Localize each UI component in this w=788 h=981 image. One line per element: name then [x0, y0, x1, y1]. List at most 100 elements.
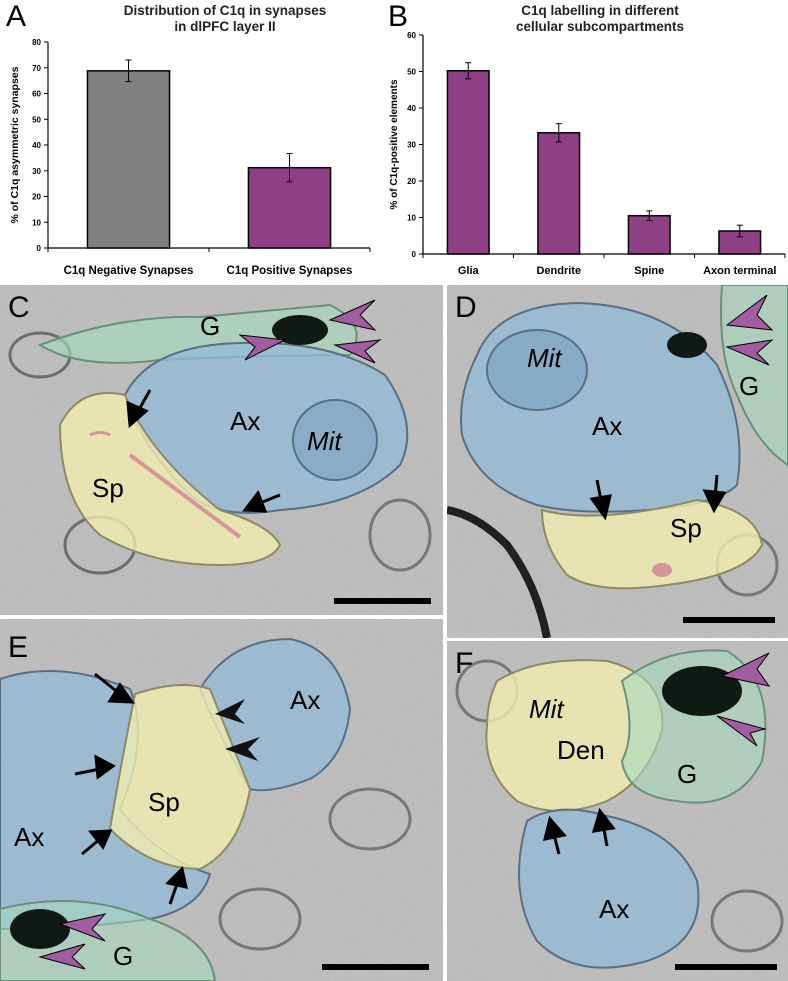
- x-category-label: Glia: [458, 265, 480, 277]
- label-axon-left: Ax: [14, 822, 45, 852]
- y-tick-label: 50: [407, 68, 416, 77]
- arrow-3: [81, 829, 113, 856]
- bar: [86, 70, 171, 249]
- panel-b-letter: B: [388, 0, 409, 33]
- label-glia: G: [113, 941, 134, 971]
- chart-a-title-line-2: in dlPFC layer II: [174, 19, 276, 34]
- label-mitochondrion: Mit: [307, 426, 342, 456]
- bar: [537, 132, 581, 255]
- y-tick-label: 70: [32, 64, 41, 73]
- panel-e-letter: E: [8, 631, 29, 664]
- chart-b-title: C1q labelling in different cellular subc…: [430, 3, 770, 35]
- arrowhead-1: [328, 299, 377, 331]
- y-tick-label: 0: [412, 250, 417, 259]
- x-category-label: Dendrite: [536, 265, 581, 277]
- scale-bar: [334, 598, 431, 604]
- y-axis-label: % of C1q-positive elements: [389, 79, 400, 209]
- bar: [446, 70, 490, 255]
- label-axon: Ax: [592, 411, 623, 441]
- arrowhead-black-2: [225, 737, 260, 761]
- x-category-label: C1q Negative Synapses: [64, 265, 194, 277]
- arrowhead-2: [716, 715, 767, 747]
- y-tick-label: 80: [32, 38, 41, 47]
- dab-deposit: [10, 909, 70, 949]
- dab-deposit: [667, 332, 707, 358]
- chart-b-title-line-1: C1q labelling in different: [521, 3, 679, 18]
- y-tick-label: 20: [407, 177, 416, 186]
- y-tick-label: 30: [407, 141, 416, 150]
- spine: [58, 392, 282, 567]
- arrowhead-1: [58, 913, 107, 942]
- em-f-drawing: [447, 641, 788, 981]
- y-tick-label: 60: [32, 90, 41, 99]
- scale-bar: [683, 617, 775, 623]
- em-panel-e: E Ax Sp Ax G: [0, 619, 443, 981]
- label-mitochondrion: Mit: [529, 694, 564, 724]
- panel-f-letter: F: [455, 647, 474, 680]
- label-axon-right: Ax: [290, 685, 321, 715]
- dab-deposit: [662, 666, 742, 716]
- label-spine: Sp: [670, 513, 702, 543]
- panel-a-letter: A: [6, 0, 27, 33]
- spine: [540, 498, 764, 590]
- arrowhead-2: [38, 943, 86, 970]
- dab-deposit: [272, 315, 328, 345]
- label-dendrite: Den: [557, 735, 605, 765]
- arrowhead-2: [725, 339, 774, 366]
- label-axon: Ax: [599, 894, 630, 924]
- arrowhead-1: [725, 294, 774, 331]
- mitochondrion: [486, 329, 588, 411]
- y-tick-label: 40: [32, 141, 41, 150]
- arrow-1: [126, 389, 152, 429]
- mitochondrion: [292, 399, 378, 481]
- arrow-1: [589, 479, 612, 521]
- em-d-drawing: [447, 285, 788, 638]
- y-tick-label: 10: [32, 218, 41, 227]
- chart-a-title: Distribution of C1q in synapses in dlPFC…: [60, 3, 390, 35]
- arrow-1: [542, 815, 567, 855]
- chart-b-title-line-2: cellular subcompartments: [515, 19, 685, 34]
- em-c-drawing: [0, 285, 443, 615]
- scale-bar: [675, 964, 777, 970]
- chart-a: 0 10 20 30 40 50 60 70 80 C1q Negative Synapses C1…: [9, 38, 371, 277]
- arrow-2: [242, 489, 281, 513]
- label-glia: G: [677, 759, 698, 789]
- arrowhead-1: [720, 652, 771, 687]
- em-panel-d: D Mit G Ax Sp: [447, 285, 788, 638]
- x-category-label: Axon terminal: [703, 265, 776, 277]
- axon-terminal: [518, 808, 700, 969]
- arrowhead-3: [238, 334, 287, 361]
- label-spine: Sp: [92, 473, 124, 503]
- em-panel-c: C G Ax Mit Sp: [0, 285, 443, 615]
- arrow-2: [591, 807, 616, 847]
- y-axis-label: % of C1q asymmetric synapses: [9, 66, 21, 223]
- arrowhead-black-1: [215, 699, 245, 724]
- bar: [627, 214, 671, 255]
- x-category-label: Spine: [634, 265, 664, 277]
- arrow-2: [74, 754, 116, 780]
- y-tick-label: 10: [407, 214, 416, 223]
- label-glia: G: [739, 371, 760, 401]
- y-tick-label: 20: [32, 193, 41, 202]
- scale-bar: [322, 964, 429, 970]
- label-mitochondrion: Mit: [527, 343, 562, 373]
- y-tick-label: 60: [407, 31, 416, 40]
- y-tick-label: 0: [37, 244, 42, 253]
- dendrite: [485, 659, 664, 812]
- label-axon: Ax: [230, 406, 261, 436]
- label-glia: G: [200, 311, 221, 341]
- arrow-4: [165, 866, 188, 905]
- y-tick-label: 30: [32, 167, 41, 176]
- spine: [108, 684, 252, 871]
- y-tick-label: 50: [32, 115, 41, 124]
- panel-d-letter: D: [455, 291, 477, 324]
- chart-a-title-line-1: Distribution of C1q in synapses: [123, 3, 327, 18]
- arrow-2: [702, 474, 727, 514]
- panel-c-letter: C: [8, 291, 30, 324]
- em-panel-f: F Mit Den G Ax: [447, 641, 788, 981]
- arrow-1: [94, 672, 135, 704]
- label-spine: Sp: [148, 787, 180, 817]
- x-category-label: C1q Positive Synapses: [227, 265, 353, 277]
- arrowhead-2: [333, 339, 382, 364]
- chart-b: 0 10 20 30 40 50 60 Glia Dendrite Spine Axon termi…: [389, 31, 786, 277]
